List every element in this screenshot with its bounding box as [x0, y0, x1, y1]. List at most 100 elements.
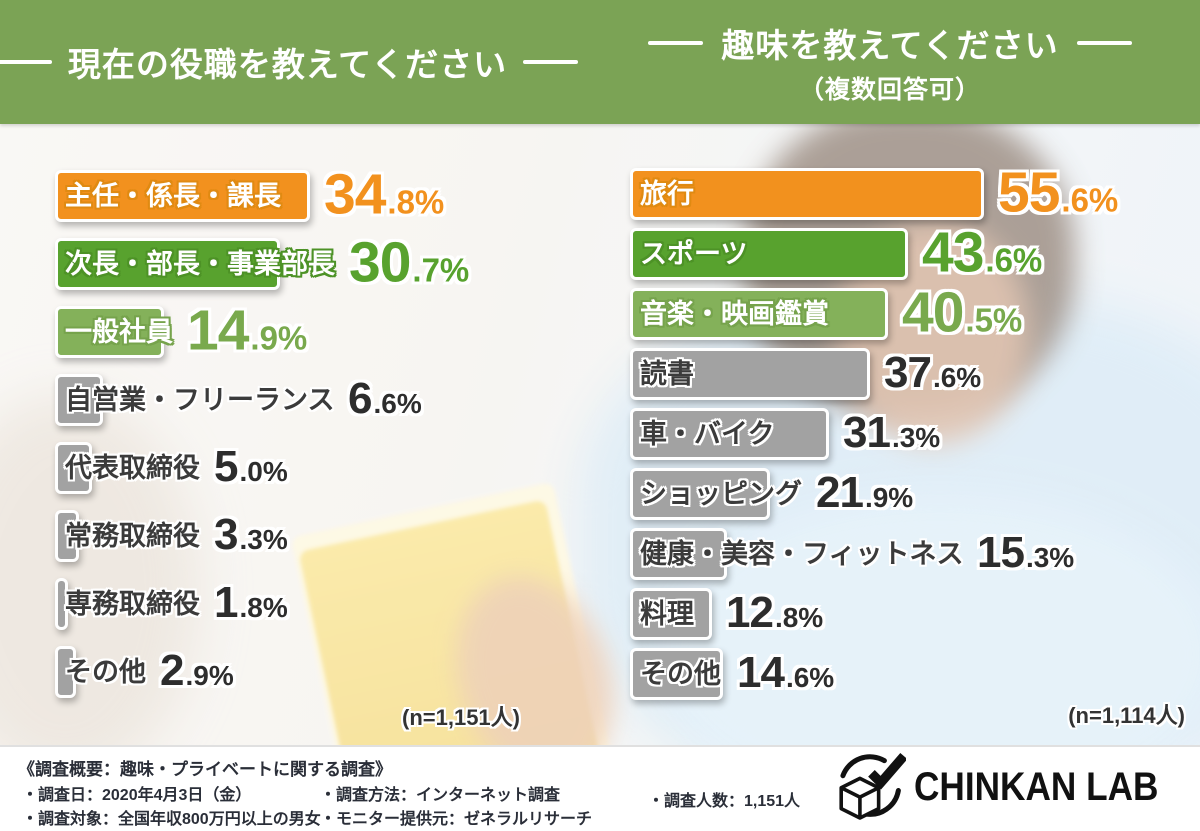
value-decimal: .8%	[387, 183, 445, 221]
bar-value: 1.8%	[214, 578, 288, 628]
bar-value: 3.3%	[214, 510, 288, 560]
bar-row: ショッピング 21.9%	[630, 468, 1185, 520]
title-line-right	[523, 60, 579, 64]
bar-row: 車・バイク 31.3%	[630, 408, 1185, 460]
bar-label: 自営業・フリーランス	[65, 385, 335, 415]
bar-label: 音楽・映画鑑賞	[640, 299, 829, 329]
sample-size-label-position: (n=1,151人)	[402, 705, 520, 730]
bar-value: 30.7%	[349, 230, 469, 296]
bar-row: 代表取締役 5.0%	[55, 442, 520, 494]
value-decimal: .7%	[412, 251, 470, 289]
bar-label: 常務取締役	[65, 521, 200, 551]
value-decimal: .8%	[774, 602, 824, 633]
bar-value: 55.6%	[998, 160, 1118, 226]
value-decimal: .0%	[239, 456, 288, 487]
bar-gray	[55, 646, 76, 698]
value-integer: 31	[843, 408, 891, 457]
value-integer: 3	[214, 510, 239, 559]
white-wash-overlay	[0, 124, 1200, 745]
survey-method: ・調査方法：インターネット調査	[320, 787, 561, 804]
value-integer: 12	[726, 588, 774, 637]
right-chart-title: 趣味を教えてください	[721, 26, 1059, 64]
value-integer: 37	[884, 348, 932, 397]
bar-value: 15.3%	[977, 528, 1074, 578]
title-line-right	[1076, 40, 1132, 45]
title-line-left	[648, 40, 704, 45]
bar-value: 40.5%	[902, 280, 1022, 346]
bar-label: 読書	[640, 359, 694, 389]
bar-value: 31.3%	[843, 408, 940, 458]
footer-survey-info: 《調査概要：趣味・プライベートに関する調査》 ・調査日：2020年4月3日（金）…	[0, 745, 1200, 831]
bar-label: 代表取締役	[65, 453, 200, 483]
value-decimal: .6%	[985, 241, 1043, 279]
value-integer: 14	[737, 648, 785, 697]
bar-label: 専務取締役	[65, 589, 200, 619]
value-integer: 15	[977, 528, 1025, 577]
survey-monitor: ・モニター提供元：ゼネラルリサーチ	[320, 811, 593, 828]
bar-label: 次長・部長・事業部長	[65, 249, 335, 279]
bar-value: 34.8%	[324, 162, 444, 228]
bar-label: 車・バイク	[640, 419, 775, 449]
left-chart-title: 現在の役職を教えてください	[67, 46, 508, 83]
value-decimal: .6%	[785, 662, 835, 693]
header-left-title-block: 現在の役職を教えてください	[0, 0, 579, 124]
bar-row: 常務取締役 3.3%	[55, 510, 520, 562]
bar-green	[630, 228, 908, 280]
value-integer: 34	[324, 162, 386, 227]
chinkan-lab-logo: CHINKAN LAB	[834, 749, 1192, 825]
bar-gray	[630, 528, 727, 580]
bar-label: ショッピング	[640, 479, 802, 509]
bar-value: 14.6%	[737, 648, 834, 698]
value-decimal: .6%	[932, 362, 982, 393]
value-integer: 2	[160, 646, 185, 695]
bar-gray	[55, 578, 68, 630]
bar-row: その他 14.6%	[630, 648, 1185, 700]
value-integer: 30	[349, 230, 411, 295]
title-line-left	[0, 60, 52, 64]
value-integer: 5	[214, 442, 239, 491]
bar-row: その他 2.9%	[55, 646, 520, 698]
bar-label: その他	[640, 659, 721, 689]
bar-row: 専務取締役 1.8%	[55, 578, 520, 630]
survey-count: ・調査人数：1,151人	[648, 793, 801, 810]
header-band: 現在の役職を教えてください 趣味を教えてください （複数回答可）	[0, 0, 1200, 124]
bar-row: 主任・係長・課長 34.8%	[55, 163, 520, 227]
bar-gray	[630, 348, 870, 400]
bar-value: 14.9%	[187, 298, 307, 364]
bar-row: 自営業・フリーランス 6.6%	[55, 374, 520, 426]
value-decimal: .6%	[1061, 181, 1119, 219]
bar-row: 健康・美容・フィットネス 15.3%	[630, 528, 1185, 580]
bar-label: 料理	[640, 599, 694, 629]
bar-row: 料理 12.8%	[630, 588, 1185, 640]
bar-green	[55, 238, 280, 290]
value-decimal: .6%	[373, 388, 422, 419]
value-integer: 1	[214, 578, 239, 627]
bar-label: 一般社員	[65, 317, 173, 347]
right-chart-subtitle: （複数回答可）	[798, 75, 981, 104]
sample-size-label-hobby: (n=1,114人)	[1068, 703, 1185, 728]
value-decimal: .3%	[1025, 542, 1075, 573]
bar-value: 21.9%	[816, 468, 913, 518]
bar-row: 旅行 55.6%	[630, 161, 1185, 225]
header-right-title-block: 趣味を教えてください （複数回答可）	[600, 0, 1180, 124]
bar-row: 一般社員 14.9%	[55, 299, 520, 363]
bar-light_green	[55, 306, 164, 358]
bar-row: スポーツ 43.6%	[630, 221, 1185, 285]
bar-value: 6.6%	[348, 374, 422, 424]
logo-cube-check-icon	[839, 752, 907, 820]
bar-gray	[55, 374, 103, 426]
bar-gray	[630, 468, 770, 520]
value-integer: 21	[816, 468, 864, 517]
bar-orange	[55, 170, 310, 222]
value-decimal: .5%	[965, 301, 1023, 339]
survey-target: ・調査対象：全国年収800万円以上の男女	[22, 811, 321, 828]
chart-current-position: (n=1,151人) 主任・係長・課長 34.8% 次長・部長・事業部長 30.7% 一…	[55, 163, 520, 730]
bar-value: 5.0%	[214, 442, 288, 492]
value-decimal: .3%	[891, 422, 941, 453]
value-integer: 43	[922, 220, 984, 285]
bar-label: スポーツ	[640, 239, 748, 269]
bar-gray	[630, 648, 723, 700]
bar-value: 37.6%	[884, 348, 981, 398]
bar-row: 読書 37.6%	[630, 348, 1185, 400]
